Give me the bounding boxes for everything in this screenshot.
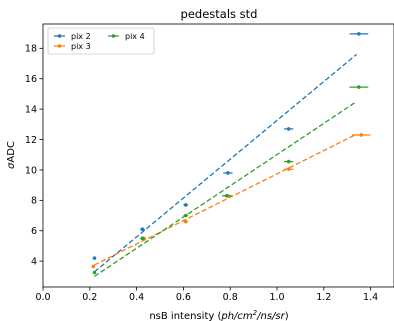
data-point [224,193,229,198]
data-point [91,264,96,269]
data-point [140,227,145,232]
data-point [183,203,188,207]
x-tick-label: 0.6 [176,292,191,303]
data-point [92,270,97,275]
x-tick-label: 0.4 [129,292,144,303]
x-tick-label: 1.0 [269,292,284,303]
x-axis-label-suffix: ) [285,311,289,321]
legend-box [47,27,155,55]
x-tick-label: 0.2 [82,292,97,303]
fit-line [94,53,357,273]
x-tick-label: 1.4 [363,292,378,303]
series-pix-4 [92,85,369,277]
data-point [226,171,230,175]
x-tick-label: 0.0 [35,292,50,303]
y-axis-label: σADC [6,141,17,169]
chart-title: pedestals std [181,7,258,21]
y-tick-label: 10 [25,165,37,176]
legend-item: pix 4 [108,32,145,41]
x-axis-label-italic: ph/cm [220,311,253,321]
x-axis-label-sup: 2 [253,309,258,317]
data-point [286,167,291,171]
y-axis-label-rest: ADC [6,141,17,163]
y-tick-label: 4 [31,257,37,268]
data-point [140,236,145,241]
y-axis-label-sigma: σ [6,162,17,169]
x-tick-label: 0.8 [223,292,238,303]
fit-line [94,133,357,266]
legend-marker [111,34,116,38]
x-axis-label-prefix: nsB intensity ( [149,311,221,321]
data-point [357,32,361,36]
legend-marker [57,34,62,38]
y-tick-label: 8 [31,196,37,207]
data-point [359,133,364,137]
data-point [286,159,291,164]
y-tick-label: 6 [31,226,37,237]
data-point [183,213,188,218]
data-point [92,256,97,260]
series-pix-3 [91,133,371,269]
legend-item: pix 2 [54,32,91,41]
y-axis: 4 6 8 10 12 14 16 18 [25,44,43,268]
data-point [183,219,188,224]
axes-frame [42,23,394,288]
series-pix-2 [92,32,369,273]
plot-area [91,32,371,277]
legend-label: pix 4 [125,32,145,41]
data-point [286,127,291,131]
x-tick-label: 1.2 [316,292,331,303]
y-tick-label: 12 [25,135,37,146]
x-axis-label: nsB intensity (ph/cm2/ns/sr) [149,309,288,321]
fit-line [94,100,357,277]
legend-item: pix 3 [54,42,91,51]
y-tick-label: 16 [25,74,37,85]
legend-label: pix 3 [71,42,91,51]
x-axis-label-italic2: /ns/sr [256,311,285,321]
y-tick-label: 14 [25,105,37,116]
data-point [357,85,361,89]
y-tick-label: 18 [25,44,37,55]
legend-marker [57,44,62,48]
x-axis: 0.0 0.2 0.4 0.6 0.8 1.0 1.2 1.4 [35,287,378,303]
legend-label: pix 2 [71,32,91,41]
